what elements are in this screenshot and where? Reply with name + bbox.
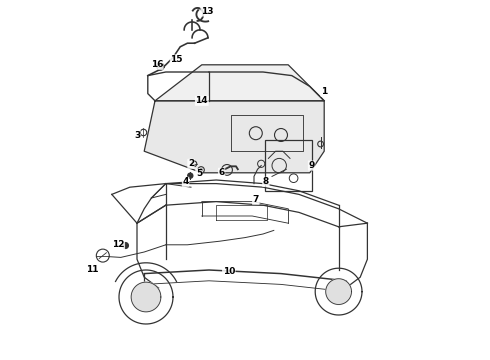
Circle shape (131, 282, 161, 312)
Text: 1: 1 (321, 87, 327, 96)
Text: 6: 6 (219, 168, 225, 177)
Circle shape (326, 279, 351, 305)
Text: 2: 2 (188, 159, 194, 168)
Text: 12: 12 (112, 240, 124, 249)
Circle shape (188, 173, 193, 178)
Text: 8: 8 (263, 177, 269, 186)
Polygon shape (155, 65, 324, 101)
Text: 10: 10 (222, 267, 235, 276)
Text: 9: 9 (308, 161, 315, 170)
Text: 7: 7 (253, 195, 259, 204)
Text: 3: 3 (134, 130, 140, 139)
Circle shape (122, 243, 128, 248)
Text: 13: 13 (201, 7, 214, 16)
Text: 5: 5 (196, 169, 202, 178)
Polygon shape (144, 101, 324, 173)
Text: 11: 11 (86, 266, 98, 274)
Text: 15: 15 (171, 55, 183, 64)
Text: 16: 16 (150, 60, 163, 69)
Text: 14: 14 (196, 96, 208, 105)
Bar (265, 140, 312, 191)
Text: 4: 4 (182, 177, 189, 186)
Circle shape (200, 169, 202, 171)
